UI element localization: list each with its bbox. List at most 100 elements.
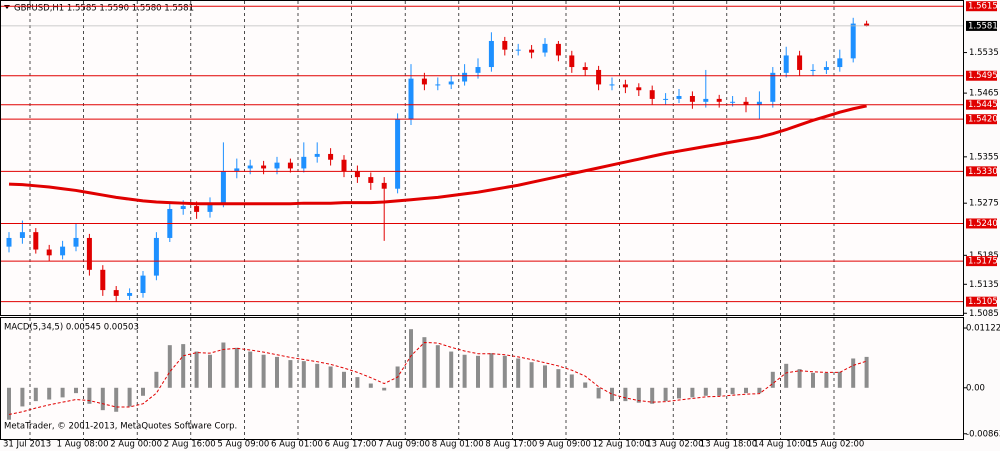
histogram-bar (368, 383, 373, 388)
candle-body (46, 249, 52, 256)
histogram-bar (824, 372, 829, 388)
candle-body (127, 292, 133, 296)
candle-body (261, 165, 267, 169)
candle-body (730, 101, 736, 103)
x-tick-label: 5 Aug 09:00 (217, 440, 269, 450)
x-tick-label: 1 Aug 08:00 (57, 440, 109, 450)
level-label: 1.5240 (968, 219, 998, 229)
candle-body (716, 98, 722, 102)
level-label-box (966, 256, 997, 267)
y-tick-label: 1.5465 (969, 89, 999, 99)
candle-body (663, 98, 669, 100)
candle-body (703, 98, 709, 102)
price-pane (0, 0, 964, 316)
candle-body (810, 69, 816, 71)
signal-line (8, 341, 867, 415)
histogram-bar (221, 342, 226, 388)
level-label: 1.5175 (968, 257, 998, 267)
candle-body (368, 177, 374, 183)
level-label-box (966, 218, 997, 229)
histogram-bar (730, 387, 735, 395)
histogram-bar (275, 356, 279, 388)
x-tick-label: 6 Aug 17:00 (325, 440, 377, 450)
x-tick-label: 2 Aug 00:00 (110, 440, 162, 450)
histogram-bar (154, 371, 159, 388)
histogram-bar (476, 355, 480, 388)
histogram-bar (288, 360, 293, 388)
candle-body (60, 246, 66, 256)
candle-body (234, 168, 240, 172)
grid (29, 1, 835, 440)
histogram-bar (623, 387, 628, 402)
y-tick-label: 1.5085 (969, 309, 999, 319)
histogram-bar (301, 361, 306, 388)
histogram-bar (462, 354, 467, 388)
candle-body (475, 67, 481, 73)
histogram-bar (208, 354, 212, 388)
histogram-bar (489, 353, 494, 388)
y-tick-label: -0.00863 (966, 429, 1000, 439)
x-tick-label: 2 Aug 16:00 (164, 440, 216, 450)
y-tick-label: 1.5185 (969, 251, 999, 261)
histogram-bar (74, 387, 78, 394)
histogram-bar (87, 387, 92, 404)
histogram-bar (449, 351, 454, 388)
candle-body (220, 171, 226, 204)
candle-body (100, 269, 106, 291)
candle-body (274, 162, 280, 169)
histogram-bar (141, 387, 145, 396)
candle-body (381, 182, 387, 189)
candle-body (314, 153, 320, 157)
candle-body (864, 23, 870, 26)
histogram-bar (690, 387, 695, 398)
histogram-bar (650, 387, 655, 404)
y-tick-label: 1.5135 (969, 280, 999, 290)
candle-body (689, 96, 695, 102)
level-label-box (966, 114, 997, 125)
histogram-bar (33, 387, 38, 402)
level-label: 1.5615 (968, 2, 998, 12)
candle-body (676, 96, 682, 99)
candle-body (395, 119, 401, 189)
histogram-bar (757, 387, 762, 394)
candle-body (555, 43, 561, 56)
candle-body (756, 101, 762, 105)
x-tick-label: 6 Aug 01:00 (271, 440, 323, 450)
x-tick-label: 9 Aug 09:00 (539, 440, 591, 450)
histogram-bar (194, 351, 199, 388)
histogram-bar (556, 369, 561, 388)
candle-body (153, 237, 159, 276)
histogram-bar (797, 369, 802, 388)
histogram-bar (167, 345, 172, 388)
histogram-bar (543, 365, 547, 388)
candle-body (6, 237, 12, 247)
candle-body (488, 40, 494, 68)
candle-body (783, 55, 789, 73)
histogram-bar (583, 382, 588, 388)
y-tick-label: 1.5275 (969, 199, 999, 209)
x-tick-label: 13 Aug 18:00 (700, 440, 757, 450)
candle-body (823, 67, 829, 70)
histogram-bar (770, 371, 775, 388)
candle-body (341, 159, 347, 172)
candle-body (622, 84, 628, 88)
last-price-label: 1.5581 (968, 21, 998, 31)
macd-title: MACD(5,34,5) 0.00545 0.00503 (4, 323, 139, 333)
histogram-bar (529, 362, 534, 388)
histogram-bar (315, 363, 320, 388)
histogram-bar (744, 387, 748, 394)
candle-body (448, 81, 454, 85)
histogram-bar (382, 387, 387, 391)
histogram-bar (234, 347, 239, 388)
candle-body (649, 90, 655, 99)
level-label: 1.5495 (968, 71, 998, 81)
x-tick-label: 8 Aug 17:00 (485, 440, 537, 450)
level-label-box (966, 296, 997, 307)
candle-body (247, 165, 253, 169)
candle-body (301, 156, 307, 169)
candle-body (408, 78, 414, 120)
candle-body (743, 101, 749, 105)
histogram-bar (328, 366, 333, 388)
candle-body (86, 237, 92, 270)
